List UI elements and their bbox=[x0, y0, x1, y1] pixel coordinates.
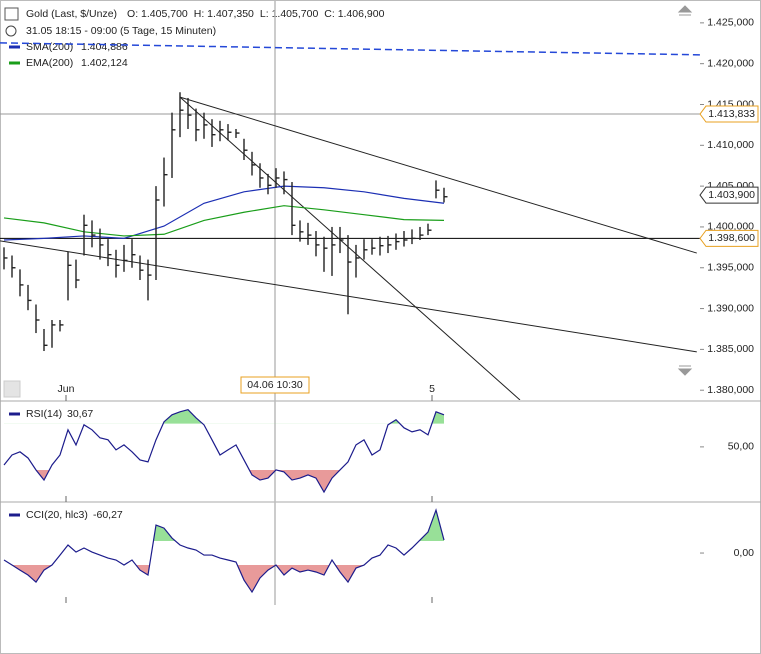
y-tick-label: 1.390,000 bbox=[707, 302, 754, 314]
ma-line bbox=[3, 205, 445, 237]
legend-label: EMA(200) bbox=[26, 57, 73, 69]
chart-title: Gold (Last, $/Unze) bbox=[26, 8, 117, 20]
price-tag bbox=[699, 105, 759, 123]
overbought-fill bbox=[163, 409, 444, 424]
x-tick-label: 5 bbox=[429, 383, 435, 395]
ohlc-label: L: 1.405,700 bbox=[260, 8, 319, 20]
y-tick-label: 1.400,000 bbox=[707, 221, 754, 233]
legend-value: 1.404,886 bbox=[81, 41, 128, 53]
price-tag-label: 1.403,900 bbox=[708, 189, 755, 201]
scroll-up[interactable] bbox=[677, 5, 693, 16]
price-tag-label: 1.413,833 bbox=[708, 108, 755, 120]
ohlc-label: C: 1.406,900 bbox=[324, 8, 384, 20]
clock-icon bbox=[5, 25, 17, 37]
oversold-fill bbox=[36, 469, 340, 493]
y-tick-label: 1.410,000 bbox=[707, 139, 754, 151]
ohlc-label: H: 1.407,350 bbox=[194, 8, 254, 20]
price-tag bbox=[699, 186, 759, 204]
indicator-line bbox=[3, 409, 445, 494]
chart-icon bbox=[4, 7, 19, 21]
crosshair-label-box bbox=[240, 376, 310, 394]
y-tick-label: 1.420,000 bbox=[707, 57, 754, 69]
legend-label: RSI(14) bbox=[26, 408, 62, 420]
x-tick-label: Jun bbox=[58, 383, 75, 395]
price-layer bbox=[0, 42, 700, 400]
ohlc-label: O: 1.405,700 bbox=[127, 8, 188, 20]
y-tick-label: 1.385,000 bbox=[707, 343, 754, 355]
scroll-down[interactable] bbox=[677, 365, 693, 376]
y-tick-label: 50,00 bbox=[728, 441, 754, 453]
y-tick-label: 1.425,000 bbox=[707, 17, 754, 29]
trendline bbox=[179, 96, 697, 254]
y-tick-label: 0,00 bbox=[734, 547, 755, 559]
add-panel[interactable] bbox=[3, 380, 21, 398]
indicator-line bbox=[3, 508, 445, 594]
y-tick-label: 1.380,000 bbox=[707, 384, 754, 396]
legend-label: CCI(20, hlc3) bbox=[26, 509, 88, 521]
price-tag bbox=[699, 229, 759, 247]
legend-value: 1.402,124 bbox=[81, 57, 128, 69]
price-tag-label: 1.398,600 bbox=[708, 232, 755, 244]
y-tick-label: 1.395,000 bbox=[707, 262, 754, 274]
trendline bbox=[179, 96, 521, 400]
legend-label: SMA(200) bbox=[26, 41, 73, 53]
crosshair-label: 04.06 10:30 bbox=[247, 379, 303, 391]
chart-subtitle: 31.05 18:15 - 09:00 (5 Tage, 15 Minuten) bbox=[26, 25, 216, 37]
scroll-icons[interactable] bbox=[677, 5, 693, 376]
legend-value: 30,67 bbox=[67, 408, 93, 420]
trendline bbox=[0, 42, 700, 56]
ma-line bbox=[3, 185, 445, 241]
legend-value: -60,27 bbox=[93, 509, 123, 521]
